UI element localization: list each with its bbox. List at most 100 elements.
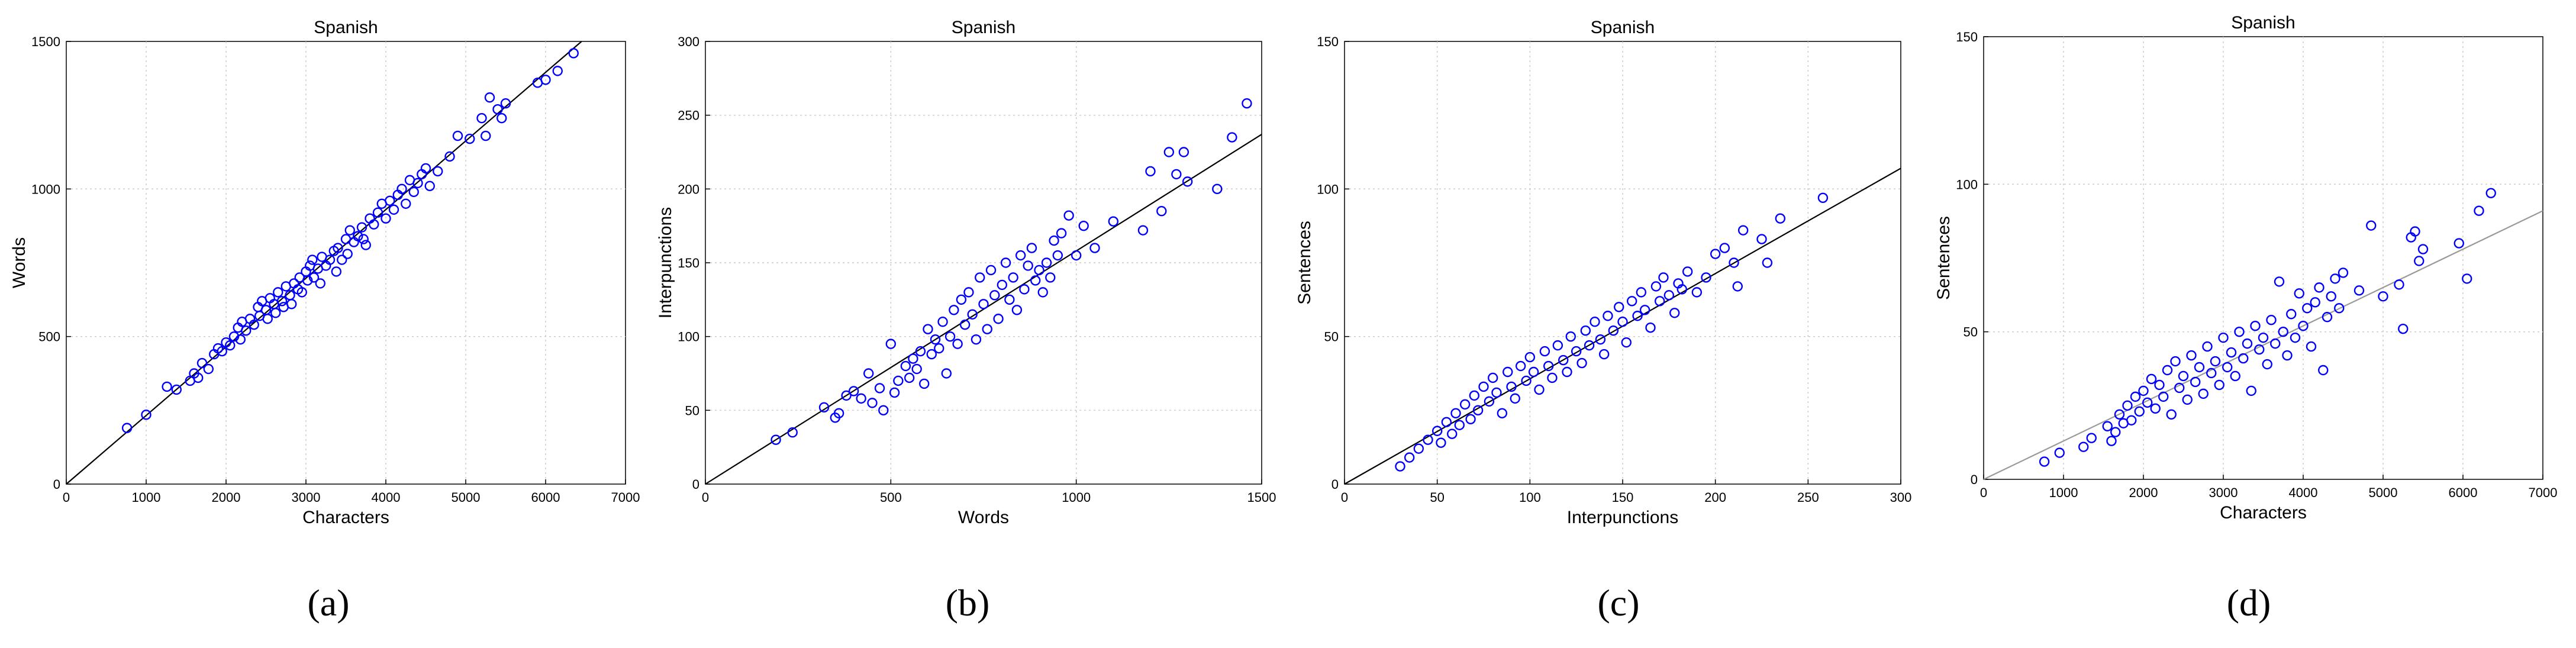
panel-b: Spanish 0 500 1000 1500 0 50 100 150 200 250 300 W… bbox=[656, 18, 1276, 624]
data-point bbox=[358, 234, 369, 244]
panel-b-x-label: Words bbox=[958, 508, 1009, 527]
data-point bbox=[2290, 332, 2301, 343]
data-point bbox=[1534, 384, 1545, 395]
data-point bbox=[2186, 350, 2197, 361]
data-point bbox=[2378, 291, 2388, 302]
data-point bbox=[1691, 287, 1703, 298]
x-tick-label: 7000 bbox=[2529, 485, 2558, 500]
data-point bbox=[2330, 273, 2340, 284]
data-point bbox=[1413, 443, 1424, 454]
data-point bbox=[1626, 296, 1637, 307]
data-point bbox=[930, 334, 941, 345]
panel-a-grid bbox=[66, 41, 626, 484]
data-point bbox=[2398, 323, 2409, 334]
x-tick-label: 300 bbox=[1890, 490, 1912, 505]
data-point bbox=[2114, 409, 2125, 420]
data-point bbox=[2366, 220, 2377, 231]
data-point bbox=[2178, 370, 2189, 382]
data-point bbox=[2417, 244, 2429, 254]
x-tick-label: 2000 bbox=[2129, 485, 2158, 500]
data-point bbox=[315, 278, 325, 289]
data-point bbox=[193, 372, 204, 383]
data-point bbox=[1108, 216, 1119, 227]
data-point bbox=[372, 207, 383, 218]
x-tick-label: 0 bbox=[1980, 485, 1987, 500]
data-point bbox=[385, 195, 395, 206]
data-point bbox=[344, 225, 355, 236]
data-point bbox=[2194, 362, 2205, 373]
data-point bbox=[2310, 297, 2320, 308]
data-point bbox=[1037, 287, 1048, 298]
panel-a-fit-line bbox=[66, 41, 582, 485]
panel-a-points bbox=[121, 48, 579, 433]
panel-d-y-label: Sentences bbox=[1934, 216, 1953, 300]
x-tick-label: 100 bbox=[1519, 490, 1541, 505]
data-point bbox=[2274, 276, 2285, 287]
data-point bbox=[324, 254, 336, 265]
panel-c-ticks: 0 50 100 150 200 250 300 0 50 100 150 bbox=[1317, 34, 1911, 505]
panel-d-title: Spanish bbox=[2231, 13, 2295, 33]
data-point bbox=[2142, 397, 2153, 408]
data-point bbox=[2485, 188, 2496, 198]
x-tick-label: 6000 bbox=[531, 490, 560, 505]
data-point bbox=[2218, 332, 2229, 343]
data-point bbox=[1639, 305, 1650, 315]
data-point bbox=[885, 338, 897, 349]
panel-c-title: Spanish bbox=[1591, 18, 1655, 37]
data-point bbox=[971, 334, 982, 345]
data-point bbox=[1701, 272, 1711, 283]
data-point bbox=[1636, 287, 1647, 298]
data-point bbox=[1729, 257, 1739, 268]
data-point bbox=[963, 287, 974, 298]
data-point bbox=[818, 402, 830, 413]
data-point bbox=[496, 112, 507, 124]
data-point bbox=[2282, 350, 2293, 361]
data-point bbox=[923, 324, 933, 334]
data-point bbox=[1543, 360, 1554, 372]
data-point bbox=[1506, 381, 1517, 392]
y-tick-label: 0 bbox=[692, 477, 699, 492]
data-point bbox=[1491, 387, 1502, 398]
data-point bbox=[2462, 273, 2472, 284]
data-point bbox=[1145, 166, 1156, 177]
panel-c-x-label: Interpunctions bbox=[1567, 508, 1678, 527]
x-tick-label: 1500 bbox=[1247, 490, 1276, 505]
data-point bbox=[2166, 409, 2177, 420]
data-point bbox=[540, 75, 551, 85]
panel-b-plot-area bbox=[705, 41, 1262, 485]
data-point bbox=[919, 378, 930, 389]
data-point bbox=[342, 249, 353, 259]
panel-b-points bbox=[770, 98, 1252, 445]
data-point bbox=[997, 279, 1008, 291]
data-point bbox=[1658, 272, 1669, 283]
data-point bbox=[2222, 362, 2233, 373]
data-point bbox=[893, 375, 904, 386]
data-point bbox=[2210, 356, 2221, 367]
data-point bbox=[1528, 366, 1539, 378]
data-point bbox=[1580, 325, 1591, 336]
data-point bbox=[2202, 341, 2213, 352]
x-tick-label: 200 bbox=[1704, 490, 1726, 505]
panel-d-grid bbox=[1984, 37, 2543, 479]
data-point bbox=[141, 410, 151, 420]
data-point bbox=[1521, 375, 1532, 386]
x-tick-label: 3000 bbox=[2209, 485, 2238, 500]
data-point bbox=[162, 381, 172, 392]
data-point bbox=[2286, 309, 2297, 320]
data-point bbox=[1515, 360, 1526, 372]
data-point bbox=[2226, 347, 2237, 358]
data-point bbox=[1227, 132, 1237, 143]
data-point bbox=[956, 294, 967, 305]
data-point bbox=[2318, 365, 2329, 376]
data-point bbox=[1171, 169, 1182, 180]
data-point bbox=[1632, 311, 1643, 321]
data-point bbox=[203, 363, 214, 375]
data-point bbox=[1552, 340, 1563, 351]
data-point bbox=[1558, 354, 1569, 366]
data-point bbox=[2170, 356, 2181, 367]
data-point bbox=[333, 243, 343, 253]
panel-a-x-label: Characters bbox=[302, 508, 389, 527]
x-tick-label: 1000 bbox=[132, 490, 161, 505]
data-point bbox=[2039, 456, 2050, 467]
y-tick-label: 150 bbox=[1956, 30, 1978, 44]
